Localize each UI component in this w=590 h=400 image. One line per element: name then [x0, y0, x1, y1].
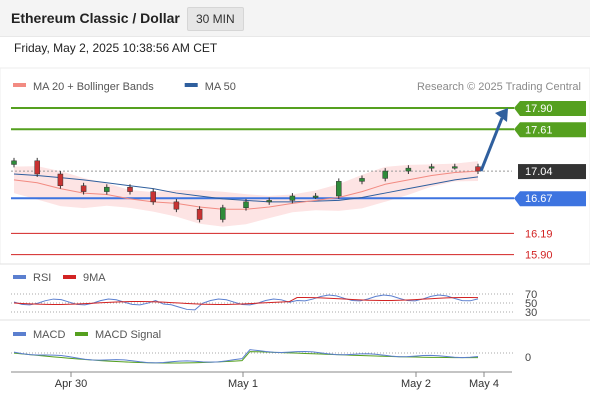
macd-legend-swatch-1 — [75, 332, 88, 336]
rsi-legend-label-1: 9MA — [83, 272, 106, 284]
legend-label-0: MA 20 + Bollinger Bands — [33, 81, 154, 93]
macd-line — [13, 349, 479, 364]
macd-legend-swatch-0 — [13, 332, 26, 336]
level-value-resistance: 17.61 — [525, 124, 553, 136]
candle — [11, 160, 17, 165]
candle — [80, 185, 87, 192]
instrument-title: Ethereum Classic / Dollar — [11, 10, 180, 26]
macd-legend-label-1: MACD Signal — [95, 329, 161, 341]
legend-label-1: MA 50 — [205, 81, 236, 93]
candle — [150, 191, 156, 203]
header-bar: Ethereum Classic / Dollar 30 MIN — [0, 0, 590, 37]
rsi-legend-swatch-1 — [63, 275, 76, 279]
rsi-legend-swatch-0 — [13, 275, 26, 279]
rsi-level-label: 50 — [525, 298, 537, 310]
candle — [57, 173, 64, 186]
timeframe-button[interactable]: 30 MIN — [187, 7, 244, 31]
level-value-resistance: 17.90 — [525, 103, 553, 115]
candle — [289, 195, 296, 201]
timestamp: Friday, May 2, 2025 10:38:56 AM CET — [14, 41, 218, 55]
forecast-arrow-shaft — [479, 117, 504, 172]
credit-text: Research © 2025 Trading Central — [417, 81, 581, 93]
legend-swatch-1 — [184, 83, 198, 87]
last-price-value: 17.04 — [525, 166, 553, 178]
legend-swatch-0 — [13, 83, 26, 87]
candle — [127, 186, 133, 192]
level-tag-pivot — [514, 191, 586, 207]
last-price-tag — [518, 164, 586, 180]
rsi-line — [13, 294, 479, 311]
x-tick-label: May 1 — [228, 378, 258, 390]
candle — [359, 178, 365, 182]
price-panel — [0, 67, 590, 265]
rsi-legend-label-0: RSI — [33, 272, 51, 284]
rsi-ma-line — [13, 297, 479, 305]
support-level-value: 16.19 — [525, 228, 553, 240]
macd-legend-label-0: MACD — [33, 329, 65, 341]
candle — [196, 208, 203, 220]
level-value-pivot: 16.67 — [525, 193, 553, 205]
candle — [428, 166, 435, 169]
candle — [382, 170, 388, 179]
x-tick-label: Apr 30 — [55, 378, 87, 390]
x-tick-label: May 2 — [401, 378, 431, 390]
macd-zero-label: 0 — [525, 352, 531, 364]
candle — [243, 201, 249, 208]
candle — [34, 160, 40, 175]
candle — [405, 167, 412, 172]
support-level-value: 15.90 — [525, 250, 553, 262]
level-tag-resistance — [514, 122, 586, 138]
candle — [452, 166, 458, 169]
candle — [312, 195, 319, 198]
candle — [336, 181, 342, 197]
forecast-arrow-head — [495, 108, 508, 122]
rsi-level-label: 70 — [525, 289, 537, 301]
candle — [220, 207, 226, 220]
candle — [173, 201, 180, 210]
level-tag-resistance — [514, 101, 586, 116]
candle — [104, 186, 110, 192]
candle — [266, 200, 272, 203]
rsi-level-label: 30 — [525, 307, 537, 319]
x-tick-label: May 4 — [469, 378, 499, 390]
